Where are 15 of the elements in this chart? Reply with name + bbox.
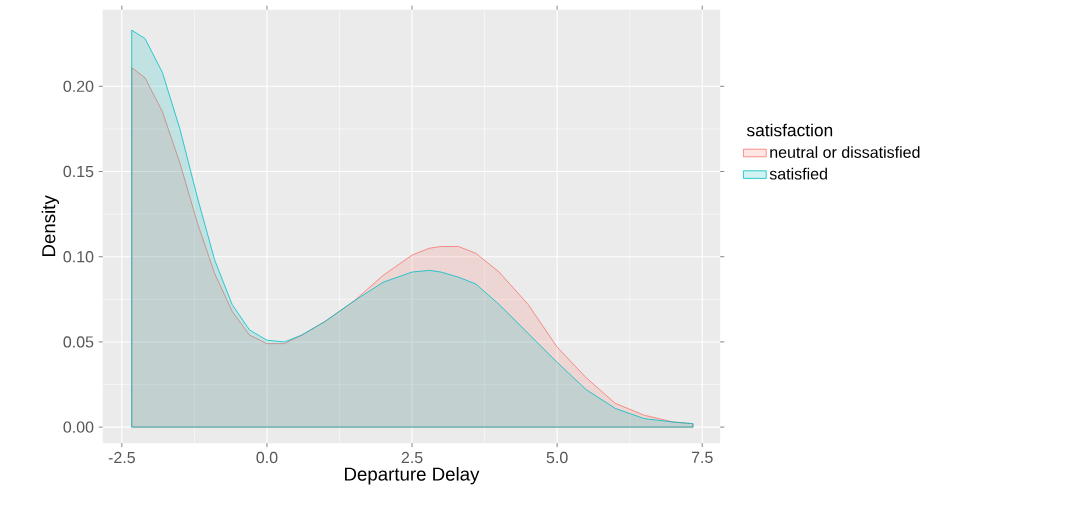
x-tick-label: 2.5: [401, 451, 423, 464]
y-tick-label: 0.10: [63, 250, 94, 263]
legend-title: satisfaction: [746, 123, 833, 137]
y-tick-label: 0.20: [63, 80, 94, 92]
y-tick-label: 0.00: [63, 421, 94, 433]
legend-label: neutral or dissatisfied: [770, 146, 920, 158]
x-tick-label: 0.0: [256, 451, 278, 464]
y-tick-label: 0.05: [63, 336, 94, 348]
x-tick-label: 7.5: [691, 451, 713, 463]
x-tick-label: -2.5: [108, 451, 135, 464]
legend-label: satisfied: [769, 167, 827, 180]
y-tick-label: 0.15: [63, 165, 94, 178]
x-tick-label: 5.0: [546, 451, 568, 464]
x-axis-title: Departure Delay: [345, 466, 480, 485]
y-axis-title: Density: [41, 195, 60, 256]
